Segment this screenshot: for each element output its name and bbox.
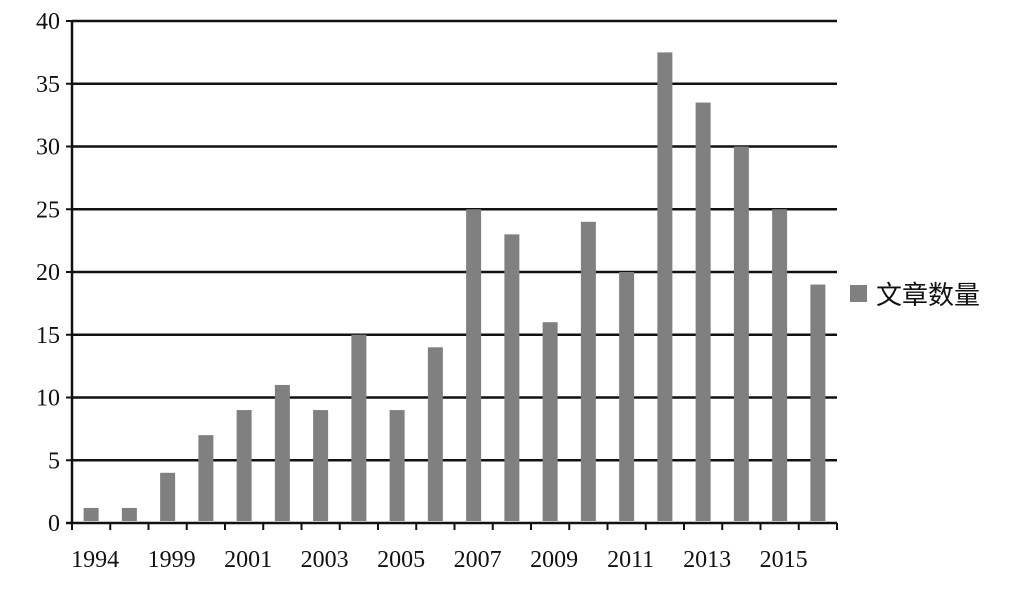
bar-1999 xyxy=(160,472,176,521)
x-tick-label-2005: 2005 xyxy=(377,547,425,573)
y-tick-label-15: 15 xyxy=(36,323,60,349)
bar-2011 xyxy=(619,272,635,521)
legend-swatch xyxy=(850,285,867,302)
bar-2001 xyxy=(236,410,252,521)
y-tick-label-30: 30 xyxy=(36,135,60,161)
y-tick-labels: 0 5 10 15 20 25 30 35 40 xyxy=(36,9,72,537)
y-tick-label-35: 35 xyxy=(36,72,60,98)
bar-2003 xyxy=(313,410,329,521)
x-tick-label-2003: 2003 xyxy=(301,547,349,573)
bar-2013 xyxy=(695,102,711,521)
bar-2006 xyxy=(427,347,443,521)
bar-2015 xyxy=(772,209,788,521)
x-tick-label-2013: 2013 xyxy=(683,547,731,573)
x-tick-labels: 1994 1999 2001 2003 2005 2007 2009 2011 2013 2015 xyxy=(71,523,838,573)
bar-2007 xyxy=(466,209,482,521)
x-tick-label-2009: 2009 xyxy=(530,547,578,573)
y-tick-label-25: 25 xyxy=(36,197,60,223)
x-tick-label-2007: 2007 xyxy=(454,547,502,573)
x-tick-label-2015: 2015 xyxy=(760,547,808,573)
y-tick-label-5: 5 xyxy=(48,448,60,474)
bar-1996 xyxy=(121,507,137,521)
bar-2016 xyxy=(810,284,826,521)
bar-2010 xyxy=(580,221,596,522)
x-tick-label-2011: 2011 xyxy=(607,547,654,573)
bar-2002 xyxy=(274,384,290,521)
legend: 文章数量 xyxy=(850,281,980,311)
bar-1994 xyxy=(83,507,99,521)
y-tick-label-40: 40 xyxy=(36,9,60,35)
y-tick-label-20: 20 xyxy=(36,260,60,286)
x-tick-label-1994: 1994 xyxy=(71,547,119,573)
gridlines xyxy=(72,19,837,462)
bar-2009 xyxy=(542,322,558,521)
bar-2004 xyxy=(351,334,367,521)
bar-2008 xyxy=(504,234,520,521)
x-tick-label-2001: 2001 xyxy=(224,547,272,573)
bar-2005 xyxy=(389,410,405,521)
legend-label-series: 文章数量 xyxy=(876,281,980,311)
bar-2000 xyxy=(198,435,214,521)
x-tick-label-1999: 1999 xyxy=(148,547,196,573)
y-tick-label-10: 10 xyxy=(36,386,60,412)
y-tick-label-0: 0 xyxy=(48,511,60,537)
bars xyxy=(83,52,826,522)
bar-2014 xyxy=(733,146,749,521)
bar-2012 xyxy=(657,52,673,521)
